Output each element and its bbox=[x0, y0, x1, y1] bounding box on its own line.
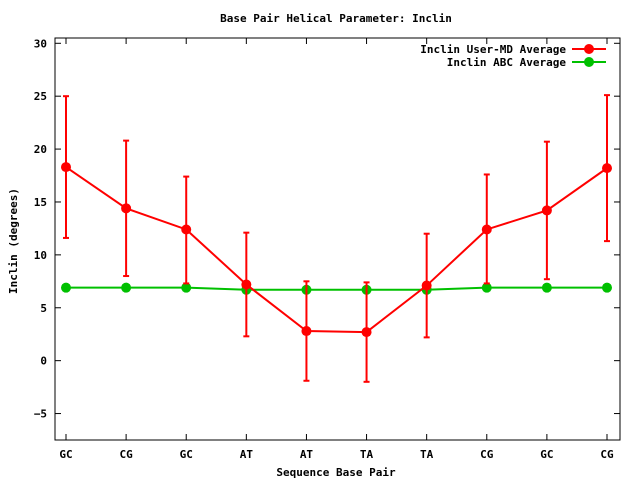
y-tick-label: 20 bbox=[34, 143, 47, 156]
x-tick-label: CG bbox=[480, 448, 494, 461]
y-tick-label: 15 bbox=[34, 196, 47, 209]
data-point bbox=[181, 282, 192, 293]
legend-marker bbox=[584, 57, 594, 67]
data-point bbox=[602, 163, 612, 174]
data-point bbox=[301, 326, 312, 337]
data-point bbox=[481, 282, 492, 293]
x-tick-label: TA bbox=[360, 448, 374, 461]
series-layer bbox=[61, 94, 612, 383]
data-point bbox=[541, 282, 552, 293]
y-tick-label: 0 bbox=[40, 355, 47, 368]
y-tick-label: 25 bbox=[34, 90, 47, 103]
series-md-average bbox=[61, 94, 612, 383]
data-point bbox=[241, 279, 252, 290]
y-tick-label: 30 bbox=[34, 37, 47, 50]
chart-title: Base Pair Helical Parameter: Inclin bbox=[220, 12, 452, 25]
x-axis-title: Sequence Base Pair bbox=[276, 466, 396, 479]
data-point bbox=[361, 327, 372, 338]
data-point bbox=[121, 282, 132, 293]
legend-marker bbox=[584, 44, 594, 54]
y-axis-title: Inclin (degrees) bbox=[7, 188, 20, 294]
data-point bbox=[541, 205, 552, 216]
data-point bbox=[61, 282, 71, 293]
x-tick-label: GC bbox=[180, 448, 193, 461]
legend-label: Inclin ABC Average bbox=[447, 56, 567, 69]
x-tick-label: CG bbox=[119, 448, 133, 461]
x-tick-label: TA bbox=[420, 448, 434, 461]
y-tick-label: 5 bbox=[40, 302, 47, 315]
x-tick-label: CG bbox=[600, 448, 614, 461]
x-tick-label: GC bbox=[59, 448, 72, 461]
legend-label: Inclin User-MD Average bbox=[420, 43, 566, 56]
series-line bbox=[66, 286, 607, 291]
data-point bbox=[61, 162, 71, 173]
series-line bbox=[65, 166, 608, 334]
ticks-layer: −5 0 5 10 15 20 25 30 GC CG GC AT AT TA TA CG GC CG bbox=[34, 37, 620, 461]
y-tick-label: −5 bbox=[34, 408, 47, 421]
data-point bbox=[602, 282, 612, 293]
x-tick-label: AT bbox=[240, 448, 254, 461]
data-point bbox=[481, 224, 492, 235]
data-point bbox=[181, 224, 192, 235]
x-tick-label: AT bbox=[300, 448, 314, 461]
plot-frame bbox=[54, 37, 621, 441]
data-point bbox=[421, 280, 432, 291]
data-point bbox=[121, 203, 132, 214]
x-tick-label: GC bbox=[540, 448, 553, 461]
y-tick-label: 10 bbox=[34, 249, 47, 262]
